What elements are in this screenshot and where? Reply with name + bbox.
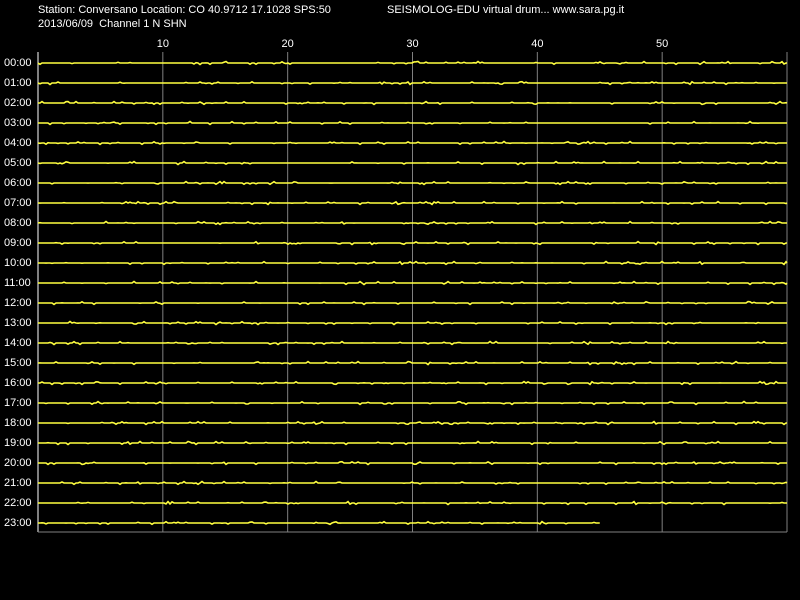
date-channel: 2013/06/09 Channel 1 N SHN xyxy=(38,18,187,30)
hour-label: 04:00 xyxy=(4,137,32,149)
x-tick-label: 30 xyxy=(406,38,418,50)
hour-label: 12:00 xyxy=(4,297,32,309)
app-title: SEISMOLOG-EDU virtual drum... www.sara.p… xyxy=(387,4,624,16)
hour-label: 14:00 xyxy=(4,337,32,349)
hour-label: 22:00 xyxy=(4,497,32,509)
station-info: Station: Conversano Location: CO 40.9712… xyxy=(38,4,331,16)
hour-label: 13:00 xyxy=(4,317,32,329)
hour-label: 05:00 xyxy=(4,157,32,169)
trace xyxy=(38,480,788,486)
x-tick-label: 40 xyxy=(531,38,543,50)
x-tick-label: 10 xyxy=(157,38,169,50)
trace xyxy=(38,520,600,526)
hour-label: 21:00 xyxy=(4,477,32,489)
trace xyxy=(38,120,787,126)
trace xyxy=(37,160,787,166)
hour-label: 09:00 xyxy=(4,237,32,249)
hour-label: 07:00 xyxy=(4,197,32,209)
x-tick-label: 50 xyxy=(656,38,668,50)
trace xyxy=(37,220,787,226)
hour-label: 19:00 xyxy=(4,437,32,449)
trace xyxy=(37,360,787,366)
trace xyxy=(38,280,788,286)
hour-label: 06:00 xyxy=(4,177,32,189)
trace xyxy=(38,500,787,506)
trace xyxy=(38,320,787,326)
trace xyxy=(38,340,787,346)
trace xyxy=(37,60,787,66)
hour-label: 16:00 xyxy=(4,377,32,389)
trace xyxy=(38,240,787,246)
hour-label: 03:00 xyxy=(4,117,32,129)
trace xyxy=(37,80,787,86)
hour-label: 11:00 xyxy=(4,277,31,289)
trace xyxy=(37,200,788,206)
trace xyxy=(38,380,787,386)
trace xyxy=(38,180,787,186)
trace xyxy=(38,420,787,426)
trace xyxy=(38,460,787,466)
trace xyxy=(38,100,788,106)
trace xyxy=(38,440,787,446)
hour-label: 20:00 xyxy=(4,457,32,469)
trace xyxy=(38,400,787,406)
trace xyxy=(37,140,787,146)
hour-label: 15:00 xyxy=(4,357,32,369)
hour-label: 08:00 xyxy=(4,217,32,229)
hour-label: 01:00 xyxy=(4,77,32,89)
hour-label: 18:00 xyxy=(4,417,32,429)
hour-label: 10:00 xyxy=(4,257,32,269)
hour-label: 23:00 xyxy=(4,517,32,529)
hour-label: 17:00 xyxy=(4,397,32,409)
trace xyxy=(38,260,788,266)
trace xyxy=(38,300,787,306)
hour-label: 02:00 xyxy=(4,97,32,109)
hour-label: 00:00 xyxy=(4,57,32,69)
x-tick-label: 20 xyxy=(282,38,294,50)
